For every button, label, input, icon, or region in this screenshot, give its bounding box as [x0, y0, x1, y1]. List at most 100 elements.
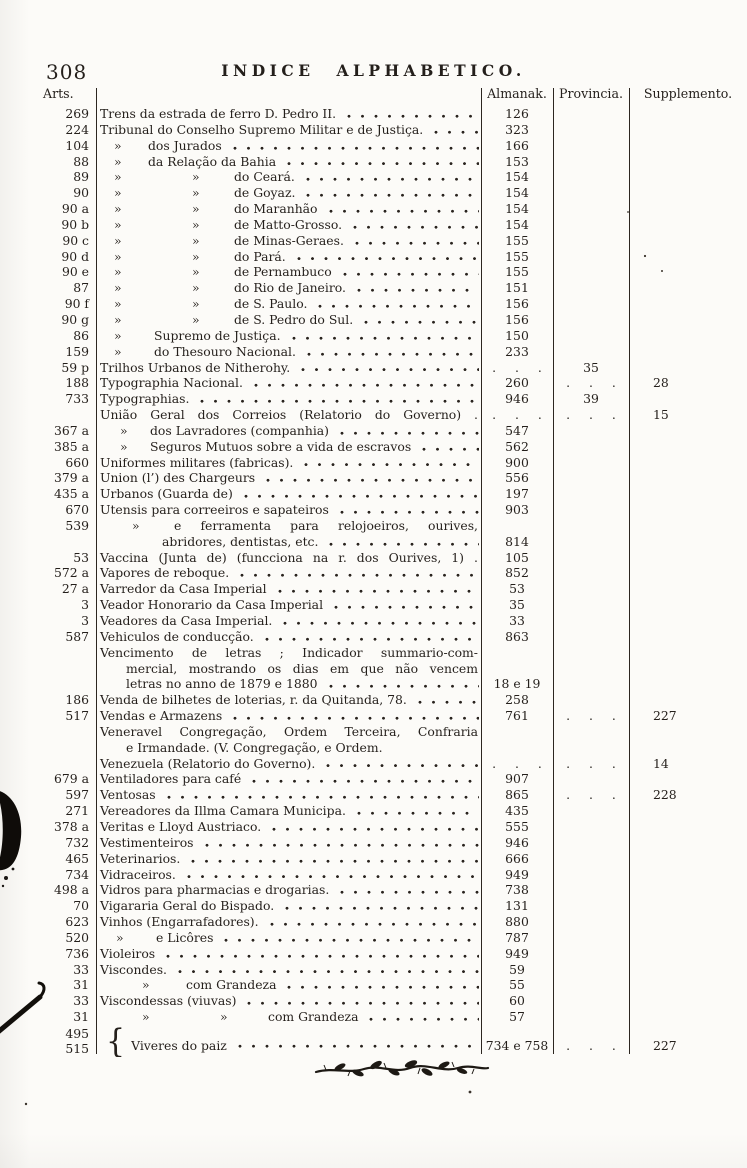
arts-cell: 88	[73, 153, 89, 169]
almanak-cell: 880	[505, 914, 529, 930]
almanak-cell: 18 e 19	[493, 676, 541, 692]
column-header-provincia: Provincia.	[559, 86, 623, 101]
arts-cell: 90 f	[64, 296, 89, 312]
provincia-cell: . . .	[566, 375, 616, 391]
entry-cell: » » de Matto-Grosso.	[96, 216, 481, 233]
almanak-cell: 814	[505, 533, 529, 549]
supplemento-cell: 15	[653, 407, 669, 423]
index-row: 31 » » com Grandeza 57	[35, 1009, 747, 1025]
entry-cell: Vapores de reboque.	[96, 565, 481, 582]
ditto-mark: »	[192, 296, 200, 312]
ink-blob-artifact	[0, 791, 22, 888]
arts-cell: 90 d	[61, 248, 89, 264]
entry-text: do Rio de Janeiro.	[234, 280, 346, 296]
entry-cell: abridores, dentistas, etc.	[96, 533, 481, 550]
arts-cell: 734	[65, 866, 89, 882]
leader-dots	[322, 755, 479, 772]
index-row: 623 Vinhos (Engarrafadores). 880	[35, 914, 747, 930]
ditto-mark: »	[114, 201, 122, 217]
almanak-cell: 154	[505, 216, 529, 232]
leader-dots	[336, 882, 479, 899]
index-row: 104 » dos Jurados 166	[35, 137, 747, 154]
ditto-mark: »	[220, 1009, 228, 1025]
arts-cell: 269	[65, 106, 89, 121]
arts-cell: 33	[73, 993, 89, 1009]
provincia-cell: . . .	[566, 407, 616, 423]
almanak-cell: 151	[505, 280, 529, 296]
index-row: 733 Typographias. 946 39	[35, 391, 747, 408]
ditto-mark: »	[192, 169, 200, 185]
entry-text: Varredor da Casa Imperial	[100, 581, 267, 597]
arts-cell: 90 a	[61, 201, 89, 217]
almanak-cell: 946	[505, 391, 529, 407]
entry-text: Ventosas	[100, 787, 156, 803]
leader-dots	[301, 169, 479, 186]
entry-cell: » » de S. Paulo.	[96, 296, 481, 312]
almanak-cell: 555	[505, 818, 529, 834]
leader-dots	[279, 613, 479, 629]
entry-text: abridores, dentistas, etc.	[162, 533, 319, 549]
index-row: 465 Veterinarios. 666	[35, 850, 747, 867]
entry-cell: Veadores da Casa Imperial.	[96, 613, 481, 629]
leader-dots	[418, 438, 479, 455]
entry-text: Vencimento de letras ; Indicador summari…	[100, 644, 478, 660]
arts-cell: 572 a	[54, 565, 89, 581]
leader-dots	[182, 866, 479, 883]
almanak-cell: 131	[505, 898, 529, 914]
almanak-cell: 233	[505, 343, 529, 359]
entry-cell: Vigararia Geral do Bispado.	[96, 898, 481, 915]
entry-cell: Vaccina (Junta de) (funcciona na r. dos …	[96, 550, 481, 566]
almanak-cell: 863	[505, 628, 529, 644]
leader-dots	[300, 454, 479, 471]
entry-cell: Veritas e Lloyd Austriaco.	[96, 818, 481, 835]
arts-cell: 224	[65, 121, 89, 137]
leader-dots	[324, 201, 479, 217]
entry-text: Trilhos Urbanos de Nitherohy.	[100, 359, 291, 375]
entry-text: Vigararia Geral do Bispado.	[100, 898, 275, 914]
index-row: 269 Trens da estrada de ferro D. Pedro II…	[35, 106, 747, 122]
entry-cell: Tribunal do Conselho Supremo Militar e d…	[96, 121, 481, 138]
index-row: 90 g » » de S. Pedro do Sul. 156	[35, 311, 747, 328]
entry-cell: Viscondes.	[96, 961, 481, 978]
leader-dots	[430, 121, 479, 138]
arts-cell: 3	[81, 613, 89, 628]
arts-cell: 539	[65, 517, 89, 533]
column-header-almanak: Almanak.	[487, 86, 547, 101]
supplemento-cell: 227	[653, 1038, 677, 1054]
entry-text: Typographias.	[100, 391, 190, 407]
arts-cell: 31	[73, 1009, 89, 1025]
supplemento-cell: 227	[653, 708, 677, 724]
arts-cell: 3	[81, 597, 89, 613]
leader-dots	[281, 898, 479, 915]
index-row: 3 Veadores da Casa Imperial. 33	[35, 613, 747, 629]
entry-text: Union (l’) des Chargeurs	[100, 470, 256, 486]
leader-dots	[228, 137, 479, 154]
ditto-mark: »	[142, 1009, 150, 1025]
leader-dots	[343, 106, 479, 122]
leader-dots	[187, 850, 479, 867]
entry-text: Typographia Nacional.	[100, 375, 243, 391]
almanak-cell: . . .	[492, 407, 542, 423]
entry-cell: » » de Minas-Geraes.	[96, 232, 481, 249]
index-row: 87 » » do Rio de Janeiro. 151	[35, 280, 747, 297]
entry-cell: » com Grandeza	[96, 977, 481, 994]
ditto-mark: »	[192, 201, 200, 217]
index-row: 572 a Vapores de reboque. 852	[35, 565, 747, 582]
entry-text: Urbanos (Guarda de)	[100, 486, 233, 502]
index-row: 539 » e ferramenta para relojoeiros, ouriv…	[35, 518, 747, 534]
supplemento-cell: 14	[653, 755, 669, 771]
leader-dots	[283, 977, 479, 994]
index-row: abridores, dentistas, etc. 814	[35, 533, 747, 550]
entry-cell: Typographia Nacional.	[96, 375, 481, 392]
entry-cell: » e ferramenta para relojoeiros, ourives,	[96, 518, 481, 534]
entry-text: Viveres do paiz	[131, 1038, 227, 1054]
entry-cell: União Geral dos Correios (Relatorio do G…	[96, 407, 481, 423]
ditto-mark: »	[114, 153, 122, 169]
leader-dots	[265, 914, 479, 930]
entry-text: Ventiladores para café	[100, 771, 242, 787]
arts-cell: 70	[73, 898, 89, 914]
entry-cell: Ventosas	[96, 787, 481, 804]
almanak-cell: . . .	[492, 755, 542, 771]
leader-dots	[330, 597, 479, 613]
index-row: 86 » Supremo de Justiça. 150	[35, 327, 747, 344]
